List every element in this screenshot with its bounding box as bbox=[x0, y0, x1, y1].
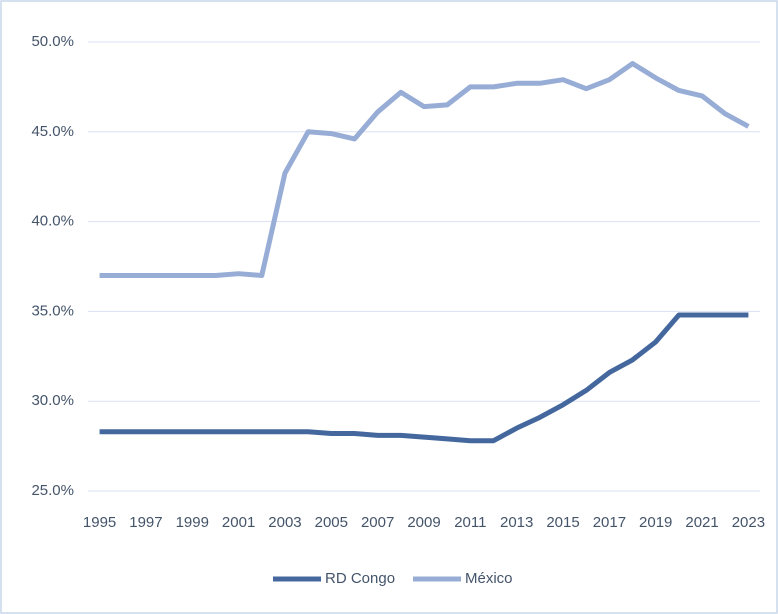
y-tick-label: 25.0% bbox=[31, 482, 74, 499]
x-tick-label: 2019 bbox=[639, 514, 672, 531]
legend-label: RD Congo bbox=[325, 570, 395, 587]
x-tick-label: 2005 bbox=[315, 514, 348, 531]
x-tick-label: 1999 bbox=[176, 514, 209, 531]
x-tick-label: 1995 bbox=[83, 514, 116, 531]
x-tick-label: 2021 bbox=[685, 514, 718, 531]
x-tick-label: 2009 bbox=[407, 514, 440, 531]
y-tick-label: 30.0% bbox=[31, 392, 74, 409]
x-tick-label: 2023 bbox=[732, 514, 765, 531]
x-tick-label: 2015 bbox=[546, 514, 579, 531]
x-tick-label: 2001 bbox=[222, 514, 255, 531]
x-tick-label: 2017 bbox=[593, 514, 626, 531]
legend-label: México bbox=[465, 570, 513, 587]
x-tick-label: 2007 bbox=[361, 514, 394, 531]
y-tick-label: 50.0% bbox=[31, 33, 74, 50]
y-tick-label: 45.0% bbox=[31, 123, 74, 140]
x-tick-label: 1997 bbox=[129, 514, 162, 531]
line-series bbox=[99, 61, 750, 278]
x-tick-label: 2013 bbox=[500, 514, 533, 531]
y-tick-label: 40.0% bbox=[31, 213, 74, 230]
line-series bbox=[99, 312, 749, 444]
y-tick-label: 35.0% bbox=[31, 302, 74, 319]
x-tick-label: 2003 bbox=[268, 514, 301, 531]
x-tick-label: 2011 bbox=[454, 514, 486, 531]
